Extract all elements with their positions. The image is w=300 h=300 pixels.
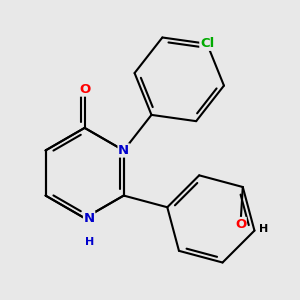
Text: H: H	[260, 224, 268, 233]
Text: H: H	[85, 237, 94, 247]
Text: N: N	[118, 144, 129, 157]
Text: Cl: Cl	[200, 37, 214, 50]
Text: O: O	[79, 83, 90, 96]
Text: N: N	[84, 212, 95, 225]
Text: O: O	[235, 218, 246, 230]
